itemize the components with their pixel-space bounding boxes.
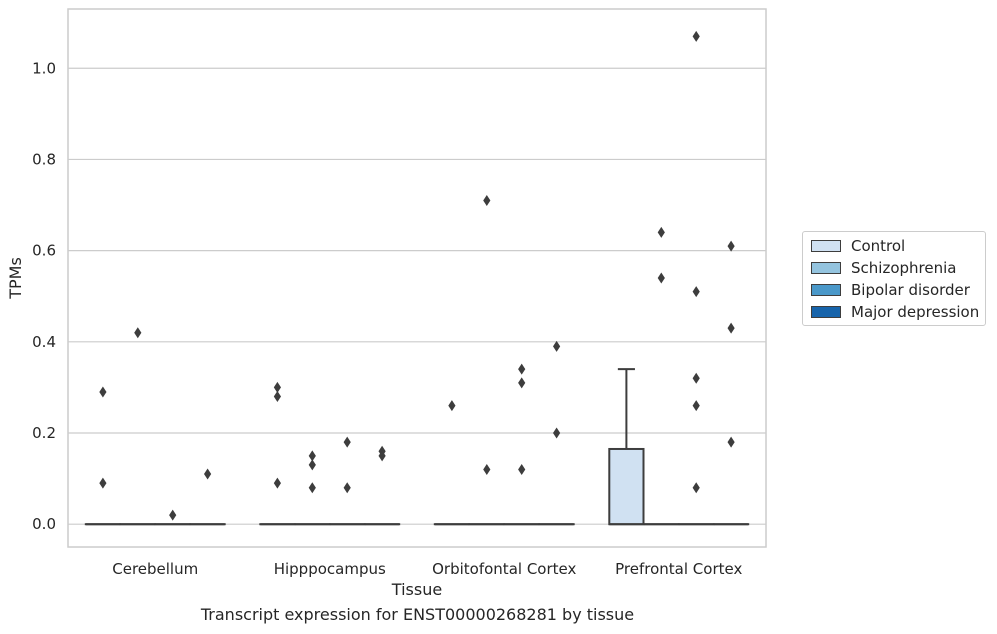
outlier-point	[692, 286, 700, 298]
outlier-point	[692, 482, 700, 494]
y-axis-label: TPMs	[6, 257, 25, 300]
outlier-point	[343, 436, 351, 448]
outlier-point	[692, 400, 700, 412]
outlier-point	[169, 509, 177, 521]
legend: Control Schizophrenia Bipolar disorder M…	[802, 231, 986, 326]
legend-label: Bipolar disorder	[851, 281, 970, 299]
outlier-point	[99, 386, 107, 398]
y-tick-label: 1.0	[32, 59, 56, 77]
x-tick-label: Hipppocampus	[274, 560, 386, 578]
outlier-point	[448, 400, 456, 412]
outlier-point	[518, 463, 526, 475]
legend-item-major-depression: Major depression	[811, 302, 979, 322]
outlier-points	[99, 30, 735, 521]
outlier-point	[553, 427, 561, 439]
x-axis-label: Tissue	[391, 580, 442, 599]
legend-swatch	[811, 240, 841, 252]
x-tick-label: Orbitofontal Cortex	[432, 560, 576, 578]
outlier-point	[692, 372, 700, 384]
outlier-point	[273, 477, 281, 489]
y-tick-label: 0.0	[32, 515, 56, 533]
outlier-point	[518, 363, 526, 375]
outlier-point	[343, 482, 351, 494]
outlier-point	[483, 463, 491, 475]
y-tick-label: 0.2	[32, 424, 56, 442]
outlier-point	[308, 450, 316, 462]
legend-swatch	[811, 262, 841, 274]
box-group	[608, 368, 645, 526]
legend-item-schizophrenia: Schizophrenia	[811, 258, 956, 278]
legend-label: Control	[851, 237, 906, 255]
y-tick-label: 0.6	[32, 242, 56, 260]
outlier-point	[308, 482, 316, 494]
box-plots	[84, 368, 750, 526]
plot-frame	[67, 8, 767, 548]
y-tick-label: 0.8	[32, 150, 56, 168]
legend-label: Major depression	[851, 303, 980, 321]
outlier-point	[727, 322, 735, 334]
x-axis-ticks: Cerebellum Hipppocampus Orbitofontal Corte…	[112, 560, 742, 578]
outlier-point	[692, 30, 700, 42]
outlier-point	[553, 340, 561, 352]
outlier-point	[273, 381, 281, 393]
y-axis-ticks: 0.0 0.2 0.4 0.6 0.8 1.0	[32, 59, 56, 533]
legend-label: Schizophrenia	[851, 259, 957, 277]
outlier-point	[273, 391, 281, 403]
outlier-point	[378, 450, 386, 462]
gridlines	[68, 67, 766, 525]
box	[608, 447, 645, 526]
outlier-point	[308, 459, 316, 471]
outlier-point	[99, 477, 107, 489]
outlier-point	[727, 240, 735, 252]
outlier-point	[657, 272, 665, 284]
chart-caption: Transcript expression for ENST0000026828…	[200, 605, 635, 624]
outlier-point	[483, 194, 491, 206]
legend-item-bipolar-disorder: Bipolar disorder	[811, 280, 970, 300]
legend-swatch	[811, 284, 841, 296]
outlier-point	[518, 377, 526, 389]
x-tick-label: Cerebellum	[112, 560, 198, 578]
outlier-point	[204, 468, 212, 480]
outlier-point	[657, 226, 665, 238]
outlier-point	[134, 327, 142, 339]
x-tick-label: Prefrontal Cortex	[615, 560, 742, 578]
outlier-point	[727, 436, 735, 448]
legend-swatch	[811, 306, 841, 318]
y-tick-label: 0.4	[32, 333, 56, 351]
legend-item-control: Control	[811, 236, 905, 256]
